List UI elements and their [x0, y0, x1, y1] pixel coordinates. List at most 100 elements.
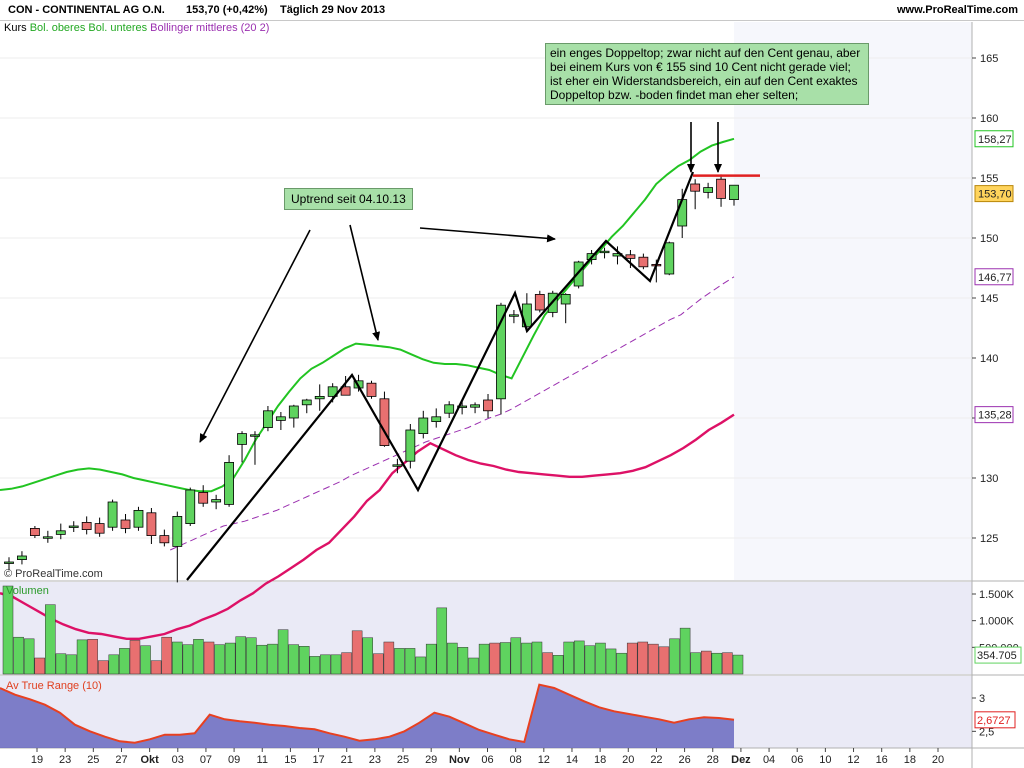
volume-bar: [574, 640, 585, 675]
volume-bar: [203, 641, 215, 675]
candle: [288, 404, 299, 428]
volume-bar: [87, 639, 98, 675]
date-tick-label: 18: [594, 754, 606, 766]
date-tick-label: 22: [650, 754, 662, 766]
volume-bar: [563, 641, 574, 675]
candle-body: [120, 519, 131, 529]
volume-bar: [330, 654, 342, 675]
candle-body: [288, 405, 299, 419]
price-axis: 125130135140145150155160165158,27153,701…: [972, 53, 1022, 738]
price-tick-label: 150: [980, 233, 998, 245]
candle-body: [599, 250, 610, 254]
date-tick-label: 06: [481, 754, 493, 766]
candle-body: [418, 417, 429, 435]
bollinger-upper-line: [0, 137, 735, 493]
volume-bar: [626, 642, 638, 675]
volume-tick-label: 1.500K: [979, 589, 1015, 601]
website-link[interactable]: www.ProRealTime.com: [896, 4, 1018, 16]
candle-body: [198, 491, 209, 504]
candle: [94, 517, 105, 537]
atr-series: [0, 683, 735, 748]
candle-body: [159, 535, 170, 544]
candle-body: [560, 293, 571, 305]
candle-body: [534, 293, 545, 311]
candle-body: [94, 523, 105, 534]
price-panel-future-shade: [734, 22, 972, 580]
volume-bar: [182, 644, 194, 675]
bollinger-middle-line: [169, 276, 735, 551]
candle: [301, 398, 312, 414]
date-tick-label: 07: [200, 754, 212, 766]
candle-body: [496, 304, 506, 400]
volume-bar: [521, 642, 532, 675]
candle-body: [211, 499, 222, 503]
period-date: Täglich 29 Nov 2013: [280, 4, 386, 16]
volume-bar: [552, 655, 564, 675]
volume-bar: [320, 654, 331, 675]
candle: [599, 247, 610, 259]
date-tick-label: 04: [763, 754, 775, 766]
candle: [107, 499, 118, 531]
date-tick-label: 21: [341, 754, 353, 766]
price-badge-middle-label: 146,77: [978, 272, 1012, 284]
date-tick-label: 23: [59, 754, 71, 766]
candle-body: [237, 433, 247, 445]
volume-last-label: 354.705: [977, 650, 1017, 662]
candle-body: [703, 187, 714, 193]
volume-bar: [224, 642, 236, 675]
candle: [392, 458, 403, 474]
candle-body: [224, 461, 234, 505]
candle: [366, 380, 377, 399]
date-tick-label: 19: [31, 754, 43, 766]
volume-bar: [246, 637, 257, 675]
price-badge-last-label: 153,70: [978, 189, 1012, 201]
date-tick-label: Okt: [140, 754, 159, 766]
candle: [729, 184, 739, 206]
symbol-name: CON - CONTINENTAL AG O.N.: [8, 4, 165, 16]
candle-body: [573, 261, 584, 287]
volume-bar: [193, 639, 204, 675]
atr-line: [0, 683, 735, 744]
candle: [560, 293, 571, 324]
candle: [690, 179, 701, 210]
date-tick-label: 18: [904, 754, 916, 766]
candle-body: [55, 530, 66, 535]
candle: [250, 431, 260, 465]
volume-bar: [510, 637, 522, 675]
date-tick-label: 20: [932, 754, 944, 766]
candle-body: [664, 242, 675, 275]
volume-bar: [669, 638, 680, 675]
candle-body: [638, 256, 649, 268]
volume-bar: [277, 629, 289, 675]
candle: [573, 260, 584, 289]
atr-last-label: 2,6727: [977, 715, 1011, 727]
date-axis: 19 23 25 27 Okt 03 07 09 11 15 17 21 23 25 29 Nov 06 08 12…: [31, 748, 944, 766]
candle: [185, 487, 196, 526]
volume-bar: [97, 660, 109, 675]
price-badge-upper: [974, 130, 1014, 148]
candle-body: [146, 512, 157, 536]
candle: [237, 431, 247, 463]
candle: [29, 526, 40, 538]
pointer-arrow: [199, 229, 311, 443]
candle-body: [431, 416, 442, 422]
date-tick-label: 14: [566, 754, 578, 766]
date-tick-label: 10: [819, 754, 831, 766]
date-tick-label: 26: [678, 754, 690, 766]
price-tick-label: 130: [980, 473, 998, 485]
candle-body: [185, 489, 196, 524]
candle: [470, 402, 480, 414]
candle: [418, 410, 429, 439]
volume-bar: [2, 585, 14, 675]
candle: [81, 516, 92, 535]
candle: [211, 494, 222, 510]
candle: [457, 401, 468, 415]
volume-bar: [129, 640, 141, 675]
legend-kurs: Kurs: [4, 22, 27, 34]
candle: [42, 530, 53, 543]
volume-bar: [383, 641, 395, 675]
date-tick-label: 11: [257, 754, 268, 766]
candle-body: [68, 525, 79, 528]
candle-body: [690, 183, 701, 192]
